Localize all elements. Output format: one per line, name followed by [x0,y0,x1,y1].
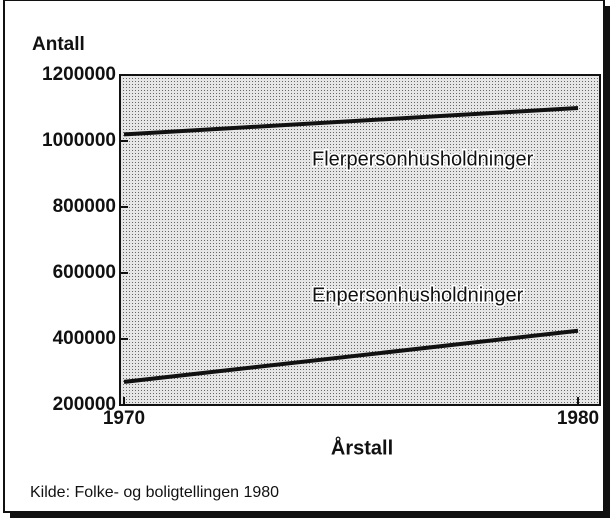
y-tick-label: 400000 [53,328,116,349]
series-label: Enpersonhusholdninger [312,284,524,306]
x-tick-label: 1970 [103,408,145,429]
y-tick-label: 1200000 [42,64,116,85]
x-axis-label: Årstall [331,435,393,459]
source: Kilde: Folke- og boligtellingen 1980 [30,484,279,501]
line [123,106,579,137]
series-label: Flerpersonhusholdninger [312,148,534,170]
y-axis-label: Antall [32,34,85,55]
y-tick-label: 200000 [53,394,116,415]
y-tick-label: 1000000 [42,130,116,151]
x-tick-label: 1980 [557,408,599,429]
y-tick-label: 600000 [53,262,116,283]
y-tick-label: 800000 [53,196,116,217]
line [123,328,579,384]
